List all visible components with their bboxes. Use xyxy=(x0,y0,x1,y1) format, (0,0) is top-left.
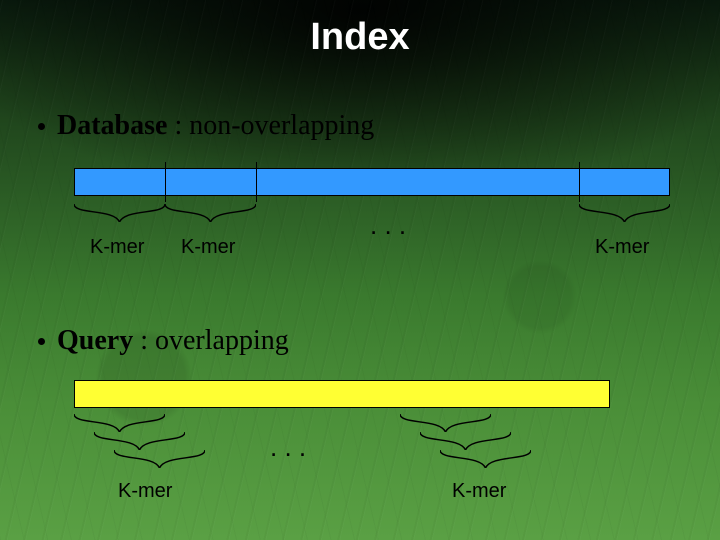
ellipsis: . . . xyxy=(370,210,406,241)
bullet-query-rest: : overlapping xyxy=(133,325,289,356)
query-bar xyxy=(74,380,610,408)
kmer-label: K-mer xyxy=(452,480,506,503)
bullet-query-text: Query : overlapping xyxy=(57,325,289,357)
ellipsis: . . . xyxy=(270,432,306,463)
kmer-label: K-mer xyxy=(118,480,172,503)
kmer-label: K-mer xyxy=(90,236,144,259)
bar-tick xyxy=(165,162,166,202)
bullet-database-rest: : non-overlapping xyxy=(167,110,374,141)
brace-icon xyxy=(114,450,205,468)
bullet-database-label: Database xyxy=(57,110,167,141)
bullet-dot-icon xyxy=(38,338,45,345)
bullet-query: Query : overlapping xyxy=(38,325,289,357)
kmer-label: K-mer xyxy=(181,236,235,259)
brace-icon xyxy=(74,414,165,432)
bullet-query-label: Query xyxy=(57,325,133,356)
brace-icon xyxy=(400,414,491,432)
bar-tick xyxy=(256,162,257,202)
brace-icon xyxy=(165,204,256,222)
bar-tick xyxy=(579,162,580,202)
slide-title: Index xyxy=(0,16,720,59)
bullet-database-text: Database : non-overlapping xyxy=(57,110,374,142)
database-bar xyxy=(74,168,670,196)
kmer-label: K-mer xyxy=(595,236,649,259)
brace-icon xyxy=(74,204,165,222)
bullet-dot-icon xyxy=(38,123,45,130)
brace-icon xyxy=(94,432,185,450)
brace-icon xyxy=(420,432,511,450)
brace-icon xyxy=(579,204,670,222)
brace-icon xyxy=(440,450,531,468)
bullet-database: Database : non-overlapping xyxy=(38,110,374,142)
